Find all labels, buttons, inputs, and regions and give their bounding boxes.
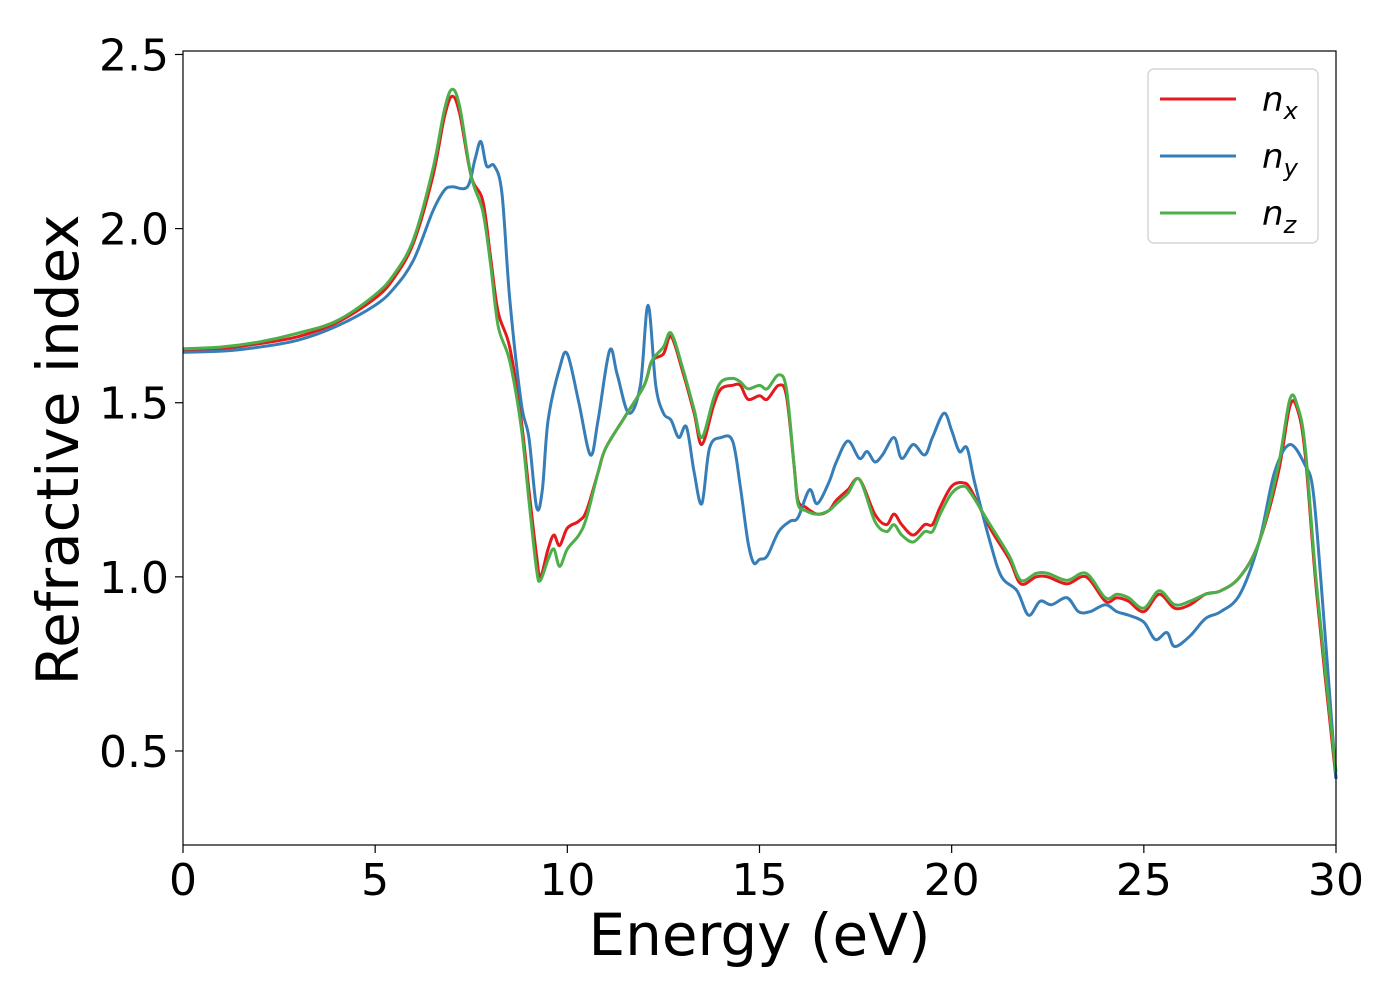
y-tick-label: 2.5 — [99, 30, 169, 81]
legend-label-z: nz — [1262, 194, 1298, 239]
x-tick-label: 25 — [1116, 855, 1172, 906]
y-axis: 0.5 1.0 1.5 2.0 2.5 — [99, 30, 183, 778]
series-line-n-x — [182, 94, 1338, 779]
y-tick-label: 1.5 — [99, 379, 169, 430]
series-layer — [182, 87, 1338, 779]
y-axis-title: Refractive index — [24, 214, 92, 685]
x-tick-label: 15 — [732, 855, 788, 906]
x-tick-label: 0 — [169, 855, 197, 906]
x-tick-label: 30 — [1308, 855, 1364, 906]
y-tick-label: 0.5 — [99, 727, 169, 778]
x-tick-label: 10 — [539, 855, 595, 906]
series-line-n-z — [182, 87, 1338, 773]
x-axis: 0 5 10 15 20 25 30 — [169, 845, 1364, 906]
x-tick-label: 20 — [924, 855, 980, 906]
legend-label-x: nx — [1262, 80, 1299, 125]
x-axis-title: Energy (eV) — [588, 901, 930, 969]
y-tick-label: 2.0 — [99, 205, 169, 256]
y-tick-label: 1.0 — [99, 553, 169, 604]
series-line-n-y — [182, 140, 1338, 779]
legend-label-y: ny — [1262, 137, 1299, 182]
legend: nx ny nz — [1147, 68, 1319, 244]
x-tick-label: 5 — [361, 855, 389, 906]
